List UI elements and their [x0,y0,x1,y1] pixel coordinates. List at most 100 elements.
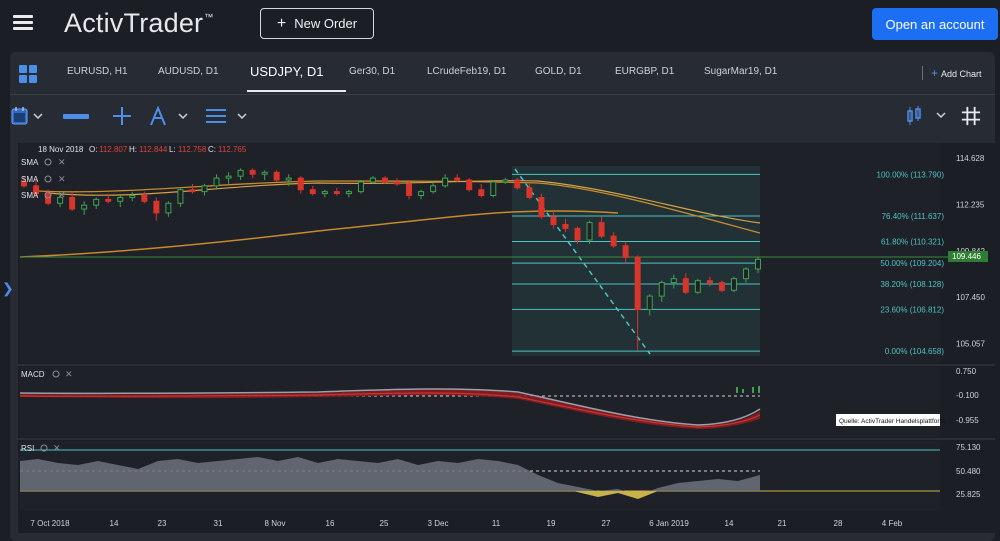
candle-body [490,181,497,196]
svg-text:RSI: RSI [21,444,34,453]
time-tick: 19 [547,519,556,528]
candle-body [201,185,208,193]
fib-label-4: 38.20% (108.128) [880,280,944,289]
plus-icon: + [276,14,287,32]
candle-body [237,169,244,177]
candle-body [526,187,533,198]
candle-body [718,282,725,291]
svg-text:✕: ✕ [53,443,61,453]
candle-body [634,256,641,311]
time-tick: 14 [725,519,734,528]
candle-body [454,177,461,181]
candle-body [129,194,136,198]
macd-histogram [20,389,760,429]
top-bar: ActivTrader™ + New Order Open an account [0,0,1000,50]
macd-signal-line [19,392,761,428]
layout-grid-icon[interactable] [19,65,37,83]
candle-body [177,189,184,204]
svg-text:SMA: SMA [21,191,39,200]
tab-usdjpy[interactable]: USDJPY, D1 [250,64,324,79]
candle-body [514,179,521,189]
time-tick: 25 [380,519,389,528]
drawing-tools-icon[interactable] [148,106,192,126]
candle-style-icon[interactable] [905,106,949,126]
candle-body [297,177,304,191]
candle-body [93,198,100,206]
fib-label-5: 23.60% (106.812) [880,305,944,314]
add-chart-button[interactable]: + Add Chart [922,66,982,80]
ohlc-l: 112.758 [178,145,207,154]
macd-tick: -0.955 [956,416,979,425]
price-chart[interactable]: 100.00% (113.790) 76.40% (111.637) 61.80% … [18,143,995,533]
chart-type-icon[interactable] [62,106,90,126]
candle-body [562,224,569,229]
time-tick: 23 [158,519,167,528]
grid-toggle-icon[interactable] [960,106,982,126]
rsi-tick: 75.130 [956,443,981,452]
time-tick: 6 Jan 2019 [649,519,689,528]
new-order-button[interactable]: + New Order [260,8,374,39]
candle-body [321,191,328,195]
candle-body [141,194,148,202]
macd-tick: -0.100 [956,391,979,400]
time-axis: 7 Oct 2018 14 23 31 8 Nov 16 25 3 Dec 11 19 27 6 Ja… [30,519,902,528]
time-tick: 21 [778,519,787,528]
sma-indicator-2[interactable]: SMA ✕ [21,174,66,184]
time-tick: 27 [602,519,611,528]
chevron-right-icon[interactable]: ❯ [2,280,14,296]
sma-indicator-1[interactable]: SMA ✕ [21,157,66,167]
rsi-label[interactable]: RSI ✕ [21,443,61,453]
ohlc-h-label: H: [129,145,137,154]
chart-area[interactable]: 100.00% (113.790) 76.40% (111.637) 61.80% … [18,143,995,533]
candle-body [598,222,605,237]
chart-tab-bar: EURUSD, H1 AUDUSD, D1 USDJPY, D1 Ger30, … [10,52,995,95]
candle-body [117,196,124,202]
candle-body [189,189,196,193]
candle-body [153,200,160,214]
sma-indicator-3[interactable]: SMA ✕ [21,190,66,200]
brand-logo: ActivTrader™ [64,8,214,38]
candle-body [333,191,340,195]
ohlc-l-label: L: [169,145,176,154]
open-account-button[interactable]: Open an account [872,8,998,40]
candle-body [622,245,629,258]
candle-body [502,179,509,183]
candle-body [406,183,413,196]
time-tick: 11 [492,519,501,528]
tab-eurgbp[interactable]: EURGBP, D1 [615,66,675,77]
tab-sugar[interactable]: SugarMar19, D1 [704,66,778,77]
candle-body [682,278,689,293]
menu-icon[interactable] [13,15,33,31]
tab-gold[interactable]: GOLD, D1 [535,66,582,77]
svg-text:MACD: MACD [21,370,45,379]
indicators-icon[interactable] [204,106,250,126]
ohlc-c-label: C: [208,145,216,154]
candle-body [538,196,545,218]
price-tick: 112.235 [956,200,985,209]
candle-body [225,175,232,179]
candle-body [610,235,617,247]
price-tick: 107.450 [956,293,985,302]
candle-body [273,171,280,181]
fib-label-0: 100.00% (113.790) [877,170,945,179]
tab-ger30[interactable]: Ger30, D1 [349,66,396,77]
calendar-icon[interactable] [10,106,54,126]
tab-lcrude[interactable]: LCrudeFeb19, D1 [427,66,507,77]
tab-audusd[interactable]: AUDUSD, D1 [158,66,219,77]
fib-label-3: 50.00% (109.204) [880,259,944,268]
svg-text:✕: ✕ [58,157,66,167]
svg-text:✕: ✕ [65,369,73,379]
crosshair-icon[interactable] [112,106,132,126]
macd-line [19,388,761,426]
candle-body [81,204,88,210]
tab-eurusd[interactable]: EURUSD, H1 [67,66,128,77]
time-tick: 14 [110,519,119,528]
rsi-axis: 75.130 50.480 25.825 [956,443,981,499]
macd-label[interactable]: MACD ✕ [21,369,73,379]
fib-label-2: 61.80% (110.321) [881,238,944,247]
price-tick: 105.057 [956,339,985,348]
rsi-tick: 25.825 [956,490,981,499]
fib-label-6: 0.00% (104.658) [885,347,944,356]
sma-mid-line [37,180,761,234]
sma-short-line [47,179,761,224]
